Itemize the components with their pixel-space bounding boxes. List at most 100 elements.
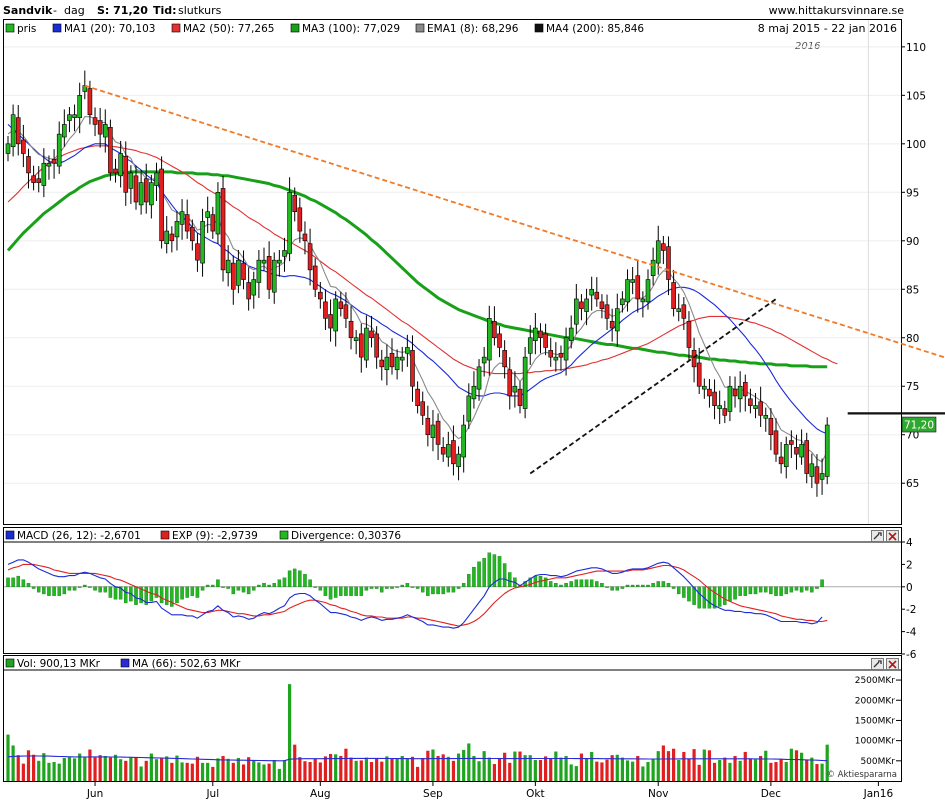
volume-bar xyxy=(738,760,742,781)
candle xyxy=(794,447,799,455)
volume-bar xyxy=(288,684,292,781)
candle xyxy=(164,230,170,244)
macd-tool-button[interactable] xyxy=(871,530,884,542)
volume-close-button[interactable] xyxy=(886,658,899,670)
divergence-bar xyxy=(723,586,727,605)
volume-bar xyxy=(733,755,737,781)
volume-bar xyxy=(743,751,747,781)
divergence-bar xyxy=(277,579,282,587)
divergence-bar xyxy=(323,586,328,596)
volume-bar xyxy=(200,762,205,781)
candle xyxy=(440,447,446,455)
volume-bar xyxy=(308,762,312,781)
candle xyxy=(77,95,82,118)
volume-bar xyxy=(451,760,456,781)
volume-bar xyxy=(533,760,537,781)
candle xyxy=(353,337,359,341)
divergence-bar xyxy=(794,586,799,591)
macd-close-button[interactable] xyxy=(886,530,899,542)
divergence-bar xyxy=(405,583,410,587)
divergence-bar xyxy=(385,586,389,589)
candle xyxy=(108,127,113,174)
price-legend-item: pris xyxy=(17,23,36,35)
volume-ma-line xyxy=(7,755,828,762)
volume-bar xyxy=(16,755,20,781)
candle xyxy=(497,333,502,348)
candle xyxy=(563,337,569,361)
candle xyxy=(241,262,246,280)
candle xyxy=(307,243,313,271)
divergence-bar xyxy=(328,586,333,600)
volume-bar xyxy=(636,755,640,781)
candle xyxy=(21,139,26,154)
candle xyxy=(123,156,129,193)
volume-bar xyxy=(113,754,118,781)
candle xyxy=(26,156,31,174)
candle xyxy=(318,291,323,300)
volume-bar xyxy=(794,750,799,781)
candle xyxy=(599,301,605,309)
candle xyxy=(10,114,16,148)
volume-bar xyxy=(390,758,394,781)
divergence-bar xyxy=(359,586,364,596)
volume-bar xyxy=(825,744,829,781)
macd-axis-label: 4 xyxy=(906,537,913,549)
divergence-bar xyxy=(467,574,471,587)
volume-bar xyxy=(615,754,619,781)
volume-bar xyxy=(72,758,77,781)
divergence-bar xyxy=(262,583,266,587)
price-axis-label: 100 xyxy=(906,139,926,151)
volume-bar xyxy=(503,752,507,781)
volume-legend-item: MA (66): 502,63 MKr xyxy=(132,658,241,670)
price-axis-label: 95 xyxy=(906,187,919,199)
candle xyxy=(778,456,784,465)
volume-bar xyxy=(170,762,174,781)
divergence-bar xyxy=(656,581,660,587)
candle xyxy=(36,178,42,183)
divergence-bar xyxy=(298,570,302,587)
divergence-bar xyxy=(415,586,420,589)
volume-bar xyxy=(579,753,584,781)
candle xyxy=(374,333,379,358)
volume-bar xyxy=(477,761,481,781)
candle xyxy=(266,256,272,290)
candle xyxy=(676,308,682,312)
candle xyxy=(517,388,523,406)
volume-bar xyxy=(682,751,686,781)
divergence-bar xyxy=(333,586,338,598)
price-legend: pris MA1 (20): 70,103 MA2 (50): 77,265 MA3 … xyxy=(5,23,644,35)
price-axis-label: 105 xyxy=(906,90,926,102)
divergence-bar xyxy=(88,586,92,588)
volume-bar xyxy=(595,761,599,781)
volume-bar xyxy=(108,757,112,781)
candle xyxy=(190,226,195,242)
volume-bar xyxy=(605,759,609,781)
candle xyxy=(46,162,52,167)
website-link[interactable]: www.hittakursvinnare.se xyxy=(769,4,905,17)
divergence-bar xyxy=(456,586,461,589)
divergence-bar xyxy=(769,586,773,595)
volume-bar xyxy=(666,751,671,781)
divergence-bar xyxy=(810,586,814,593)
volume-bar xyxy=(6,734,10,781)
divergence-bar xyxy=(67,586,72,591)
volume-tool-button[interactable] xyxy=(871,658,884,670)
volume-bar xyxy=(252,760,256,781)
volume-bar xyxy=(282,760,287,781)
volume-bar xyxy=(98,755,102,781)
volume-bar xyxy=(436,755,440,781)
candle xyxy=(763,415,769,419)
volume-bar xyxy=(723,757,727,781)
candle xyxy=(650,259,656,276)
candle xyxy=(5,143,11,154)
candle xyxy=(287,192,292,254)
volume-axis-label: 1500MKr xyxy=(855,716,896,726)
volume-bar xyxy=(26,750,31,781)
candle xyxy=(492,320,497,339)
volume-bar xyxy=(421,757,425,781)
candle xyxy=(154,172,159,186)
candle xyxy=(358,333,364,358)
candle xyxy=(297,207,303,232)
volume-bar xyxy=(103,755,107,781)
candle xyxy=(364,327,369,361)
